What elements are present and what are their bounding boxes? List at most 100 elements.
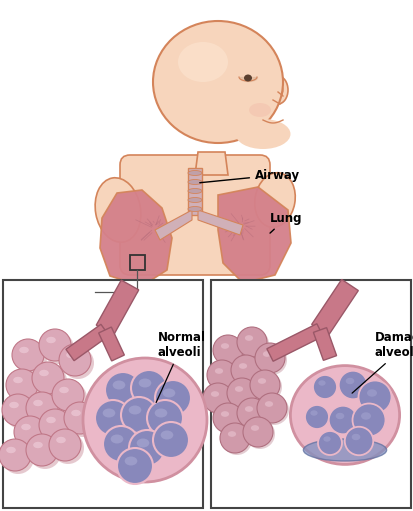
Circle shape bbox=[52, 432, 84, 464]
Ellipse shape bbox=[110, 434, 123, 444]
Ellipse shape bbox=[243, 75, 252, 81]
Circle shape bbox=[249, 370, 279, 400]
Circle shape bbox=[9, 372, 41, 404]
Circle shape bbox=[117, 448, 153, 484]
Ellipse shape bbox=[66, 352, 76, 358]
Ellipse shape bbox=[188, 179, 202, 184]
Ellipse shape bbox=[221, 411, 228, 417]
Circle shape bbox=[17, 419, 49, 451]
Circle shape bbox=[129, 430, 165, 466]
Circle shape bbox=[204, 385, 235, 415]
Ellipse shape bbox=[221, 343, 228, 349]
Circle shape bbox=[35, 365, 67, 397]
Bar bbox=[188, 168, 202, 215]
Circle shape bbox=[121, 397, 157, 433]
Circle shape bbox=[29, 437, 61, 469]
Circle shape bbox=[244, 419, 274, 449]
Ellipse shape bbox=[235, 119, 290, 149]
Ellipse shape bbox=[46, 337, 56, 343]
Polygon shape bbox=[195, 152, 228, 175]
Circle shape bbox=[2, 394, 34, 426]
Ellipse shape bbox=[366, 389, 376, 397]
Ellipse shape bbox=[13, 377, 23, 383]
Polygon shape bbox=[218, 187, 290, 283]
Ellipse shape bbox=[214, 368, 223, 374]
Circle shape bbox=[131, 370, 166, 406]
Circle shape bbox=[212, 335, 242, 365]
Ellipse shape bbox=[272, 82, 282, 98]
Ellipse shape bbox=[153, 21, 282, 143]
Text: Damaged
alveoli: Damaged alveoli bbox=[351, 331, 413, 393]
Ellipse shape bbox=[227, 431, 235, 437]
Ellipse shape bbox=[188, 197, 202, 202]
Ellipse shape bbox=[59, 387, 69, 393]
Polygon shape bbox=[100, 190, 171, 286]
Circle shape bbox=[252, 372, 281, 402]
Circle shape bbox=[209, 362, 238, 392]
Circle shape bbox=[6, 369, 38, 401]
Circle shape bbox=[42, 412, 74, 444]
Circle shape bbox=[105, 372, 141, 408]
Circle shape bbox=[226, 378, 256, 408]
Polygon shape bbox=[197, 210, 242, 235]
Ellipse shape bbox=[154, 408, 167, 417]
Circle shape bbox=[358, 381, 391, 413]
Ellipse shape bbox=[238, 363, 247, 369]
Circle shape bbox=[328, 406, 356, 434]
Bar bbox=[3, 280, 202, 508]
Ellipse shape bbox=[95, 178, 140, 242]
Ellipse shape bbox=[33, 400, 43, 406]
Circle shape bbox=[338, 371, 366, 399]
Ellipse shape bbox=[262, 351, 271, 357]
Polygon shape bbox=[154, 210, 192, 240]
Circle shape bbox=[242, 417, 272, 447]
Ellipse shape bbox=[310, 410, 317, 416]
Circle shape bbox=[52, 379, 84, 411]
Polygon shape bbox=[66, 324, 109, 361]
Ellipse shape bbox=[128, 406, 141, 414]
Bar bbox=[211, 280, 410, 508]
Polygon shape bbox=[98, 327, 124, 361]
Circle shape bbox=[344, 427, 373, 455]
Circle shape bbox=[26, 434, 58, 466]
Circle shape bbox=[103, 426, 139, 462]
Ellipse shape bbox=[9, 402, 19, 408]
Circle shape bbox=[59, 344, 91, 376]
Circle shape bbox=[32, 362, 64, 394]
Ellipse shape bbox=[345, 378, 354, 384]
Ellipse shape bbox=[112, 381, 125, 389]
Ellipse shape bbox=[323, 436, 330, 442]
Ellipse shape bbox=[19, 347, 29, 353]
Polygon shape bbox=[96, 280, 138, 335]
Circle shape bbox=[62, 347, 94, 379]
Circle shape bbox=[214, 337, 244, 367]
Circle shape bbox=[0, 439, 31, 471]
Circle shape bbox=[39, 409, 71, 441]
Circle shape bbox=[254, 343, 284, 373]
Circle shape bbox=[2, 442, 34, 474]
Circle shape bbox=[12, 339, 44, 371]
Ellipse shape bbox=[250, 425, 259, 431]
Circle shape bbox=[153, 422, 189, 458]
Circle shape bbox=[236, 398, 266, 428]
Ellipse shape bbox=[160, 430, 173, 439]
Ellipse shape bbox=[33, 442, 43, 448]
Circle shape bbox=[219, 423, 249, 453]
Circle shape bbox=[351, 404, 385, 436]
Circle shape bbox=[26, 392, 58, 424]
Ellipse shape bbox=[318, 380, 325, 386]
Ellipse shape bbox=[188, 189, 202, 194]
Circle shape bbox=[230, 355, 260, 385]
Ellipse shape bbox=[360, 412, 370, 420]
Ellipse shape bbox=[138, 379, 151, 387]
Circle shape bbox=[95, 400, 131, 436]
Bar bbox=[130, 255, 145, 270]
Circle shape bbox=[238, 329, 268, 359]
Circle shape bbox=[206, 360, 236, 390]
Ellipse shape bbox=[178, 42, 228, 82]
Ellipse shape bbox=[102, 408, 115, 417]
Ellipse shape bbox=[267, 76, 287, 104]
Circle shape bbox=[233, 357, 262, 387]
Ellipse shape bbox=[290, 365, 399, 464]
Ellipse shape bbox=[46, 417, 56, 423]
